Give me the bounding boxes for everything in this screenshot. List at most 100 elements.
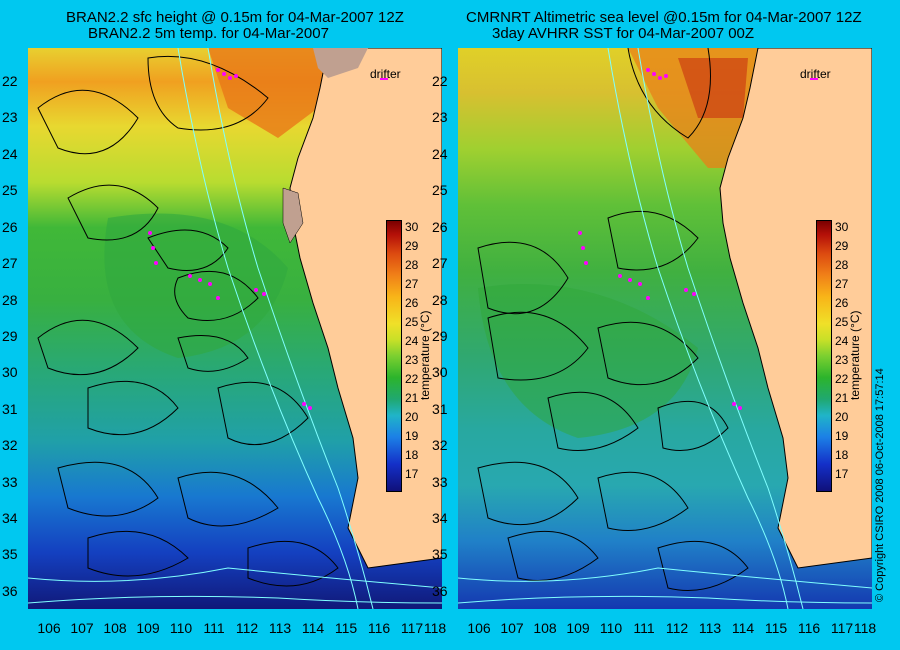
- colorbar-tick: 25: [405, 315, 419, 329]
- y-label: 27: [2, 255, 18, 271]
- y-label: 31: [2, 401, 18, 417]
- y-label: 30: [2, 364, 18, 380]
- x-label: 115: [764, 620, 788, 636]
- left-colorbar-title: temperature (°C): [418, 310, 432, 401]
- x-label: 111: [203, 620, 225, 636]
- y-label: 30: [432, 364, 448, 380]
- right-colorbar: [816, 220, 832, 492]
- colorbar-tick: 26: [835, 296, 849, 310]
- right-green-patch: [478, 284, 698, 438]
- x-label: 106: [467, 620, 491, 636]
- right-isobaths: [458, 48, 872, 609]
- right-sealevel-contours: [477, 48, 749, 591]
- colorbar-tick: 22: [405, 372, 419, 386]
- y-label: 29: [2, 328, 18, 344]
- right-map-svg: [458, 48, 872, 609]
- left-title-line1: BRAN2.2 sfc height @ 0.15m for 04-Mar-20…: [66, 9, 404, 26]
- left-land: [289, 48, 442, 569]
- x-label: 110: [599, 620, 623, 636]
- x-label: 118: [423, 620, 447, 636]
- right-drifter-arrow: [810, 78, 818, 80]
- left-drifter-tracks: [148, 68, 312, 410]
- colorbar-tick: 21: [405, 391, 419, 405]
- right-title-line1: CMRNRT Altimetric sea level @0.15m for 0…: [466, 9, 862, 26]
- left-map-svg: [28, 48, 442, 609]
- colorbar-tick: 17: [405, 467, 419, 481]
- y-label: 32: [432, 437, 448, 453]
- x-label: 114: [731, 620, 755, 636]
- colorbar-tick: 19: [405, 429, 419, 443]
- y-label: 33: [2, 474, 18, 490]
- colorbar-tick: 27: [405, 277, 419, 291]
- y-label: 24: [2, 146, 18, 162]
- x-label: 106: [37, 620, 61, 636]
- x-label: 117: [830, 620, 854, 636]
- colorbar-tick: 23: [835, 353, 849, 367]
- right-colorbar-title: temperature (°C): [848, 310, 862, 401]
- y-label: 25: [2, 182, 18, 198]
- y-label: 29: [432, 328, 448, 344]
- y-label: 35: [432, 546, 448, 562]
- x-label: 108: [533, 620, 557, 636]
- y-label: 34: [432, 510, 448, 526]
- right-land: [719, 48, 872, 569]
- y-label: 26: [2, 219, 18, 235]
- right-hot-patch: [678, 58, 748, 118]
- y-label: 28: [2, 292, 18, 308]
- colorbar-tick: 19: [835, 429, 849, 443]
- left-map-panel: drifter: [28, 48, 442, 609]
- y-label: 32: [2, 437, 18, 453]
- x-label: 118: [853, 620, 877, 636]
- left-land-gray: [313, 48, 368, 78]
- y-label: 26: [432, 219, 448, 235]
- x-label: 117: [400, 620, 424, 636]
- colorbar-tick: 27: [835, 277, 849, 291]
- colorbar-tick: 18: [405, 448, 419, 462]
- x-label: 110: [169, 620, 193, 636]
- x-label: 107: [70, 620, 94, 636]
- x-label: 113: [698, 620, 722, 636]
- x-label: 113: [268, 620, 292, 636]
- left-drifter-label: drifter: [370, 67, 401, 81]
- y-label: 33: [432, 474, 448, 490]
- left-green-patch: [104, 213, 288, 358]
- colorbar-tick: 23: [405, 353, 419, 367]
- y-label: 27: [432, 255, 448, 271]
- colorbar-tick: 18: [835, 448, 849, 462]
- colorbar-tick: 29: [835, 239, 849, 253]
- colorbar-tick: 28: [405, 258, 419, 272]
- colorbar-tick: 24: [835, 334, 849, 348]
- x-label: 107: [500, 620, 524, 636]
- left-colorbar: [386, 220, 402, 492]
- x-label: 111: [633, 620, 655, 636]
- colorbar-tick: 30: [405, 220, 419, 234]
- x-label: 109: [136, 620, 160, 636]
- colorbar-tick: 30: [835, 220, 849, 234]
- y-label: 28: [432, 292, 448, 308]
- left-warm-patch: [208, 48, 328, 138]
- y-label: 23: [432, 109, 448, 125]
- colorbar-tick: 26: [405, 296, 419, 310]
- x-label: 112: [665, 620, 689, 636]
- y-label: 24: [432, 146, 448, 162]
- copyright-text: © Copyright CSIRO 2008 06-Oct-2008 17:57…: [874, 368, 886, 602]
- colorbar-tick: 17: [835, 467, 849, 481]
- y-label: 23: [2, 109, 18, 125]
- colorbar-tick: 20: [835, 410, 849, 424]
- left-sealevel-contours: [37, 55, 339, 587]
- y-label: 25: [432, 182, 448, 198]
- right-drifter-tracks: [578, 68, 742, 410]
- colorbar-tick: 25: [835, 315, 849, 329]
- x-label: 116: [797, 620, 821, 636]
- y-label: 36: [432, 583, 448, 599]
- x-label: 116: [367, 620, 391, 636]
- x-label: 109: [566, 620, 590, 636]
- right-title-line2: 3day AVHRR SST for 04-Mar-2007 00Z: [492, 25, 755, 42]
- left-shark-bay: [282, 187, 304, 244]
- y-label: 31: [432, 401, 448, 417]
- x-label: 112: [235, 620, 259, 636]
- colorbar-tick: 21: [835, 391, 849, 405]
- right-map-panel: drifter: [458, 48, 872, 609]
- y-label: 22: [432, 73, 448, 89]
- y-label: 34: [2, 510, 18, 526]
